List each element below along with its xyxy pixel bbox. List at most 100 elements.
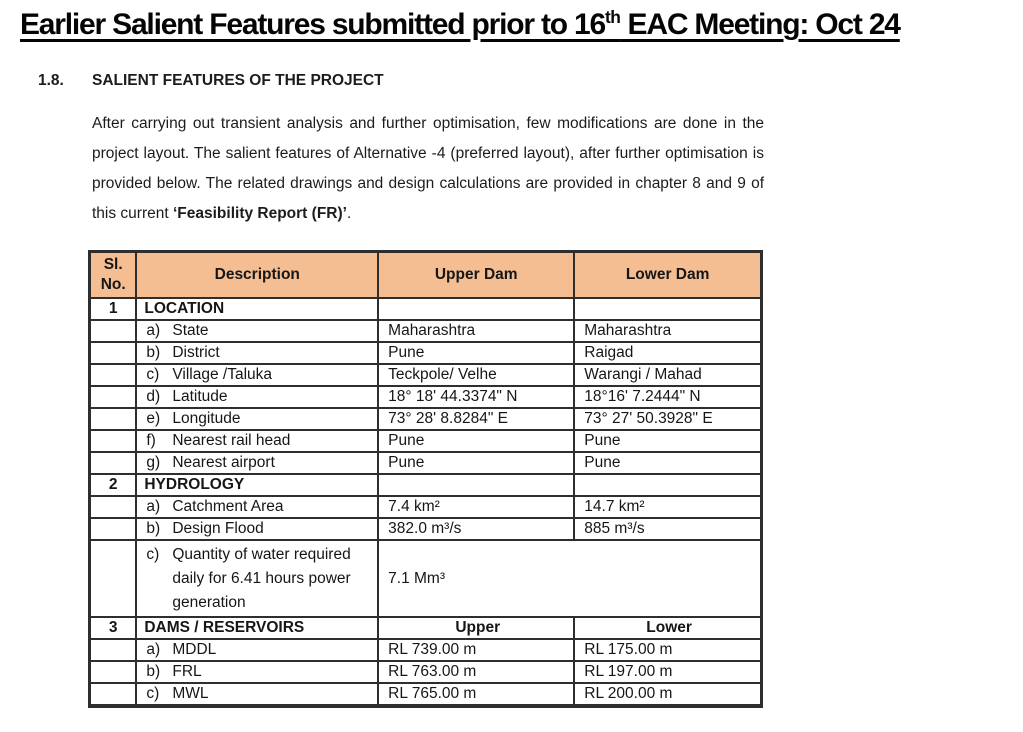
item-letter: c) [146,366,160,383]
table-header-row: Sl. No. Description Upper Dam Lower Dam [88,250,763,299]
description-wrap: d) Latitude [143,388,371,406]
item-label: MWL [172,685,209,702]
cell-description: DAMS / RESERVOIRS [135,616,380,640]
item-letter: b) [146,663,161,680]
cell-sl-no: 2 [88,473,138,497]
cell-upper-dam-value: Pune [377,429,576,453]
cell-sl-no: 1 [88,297,138,321]
item-label: Catchment Area [172,498,284,515]
item-letter: c) [146,685,160,702]
cell-sl-no: 3 [88,616,138,640]
cell-description: d) Latitude [135,385,380,409]
item-letter: g) [146,454,161,471]
salient-features-table: Sl. No. Description Upper Dam Lower Dam … [88,250,763,708]
cell-upper-dam-value: RL 739.00 m [377,638,576,662]
item-label: Nearest rail head [172,432,291,449]
section-number: 1.8. [38,72,64,89]
page-title-superscript: th [604,7,621,27]
cell-sl-no [88,363,138,387]
cell-sl-no [88,407,138,431]
item-label: Longitude [172,410,241,427]
item-letter: e) [146,410,161,427]
cell-lower-dam-value [573,297,763,321]
table-row: c) MWL RL 765.00 m RL 200.00 m [88,682,763,708]
cell-lower-dam-value: 73° 27' 50.3928" E [573,407,763,431]
intro-paragraph: After carrying out transient analysis an… [92,109,764,229]
cell-lower-dam-value: RL 175.00 m [573,638,763,662]
cell-upper-dam-value: 18° 18' 44.3374" N [377,385,576,409]
item-label: Design Flood [172,520,264,537]
header-cell-description: Description [135,250,380,299]
cell-sl-no [88,385,138,409]
table-row: 3 DAMS / RESERVOIRS Upper Lower [88,616,763,640]
cell-lower-dam-value: Maharashtra [573,319,763,343]
cell-upper-dam-value: Pune [377,341,576,365]
cell-upper-dam-value: Upper [377,616,576,640]
cell-lower-dam-value: 18°16' 7.2444" N [573,385,763,409]
table-row: e) Longitude 73° 28' 8.8284" E 73° 27' 50.3… [88,407,763,431]
table-row: b) District Pune Raigad [88,341,763,365]
cell-lower-dam-value: RL 200.00 m [573,682,763,708]
cell-upper-dam-value: Pune [377,451,576,475]
cell-description: b) FRL [135,660,380,684]
cell-description: a) State [135,319,380,343]
table-row: 1 LOCATION [88,297,763,321]
cell-sl-no [88,638,138,662]
cell-lower-dam-value: Warangi / Mahad [573,363,763,387]
cell-description: b) Design Flood [135,517,380,541]
description-wrap: a) MDDL [143,641,371,659]
description-wrap: e) Longitude [143,410,371,428]
item-label: Latitude [172,388,228,405]
item-letter: c) [146,546,160,563]
document-page: Earlier Salient Features submitted prior… [0,7,1023,732]
cell-sl-no [88,319,138,343]
cell-upper-dam-value: 382.0 m³/s [377,517,576,541]
cell-sl-no [88,682,138,708]
page-title-prefix: Earlier Salient Features submitted prior… [20,8,606,41]
cell-sl-no [88,495,138,519]
cell-description: g) Nearest airport [135,451,380,475]
page-title: Earlier Salient Features submitted prior… [20,7,1019,42]
cell-upper-dam-value: Maharashtra [377,319,576,343]
item-label: MDDL [172,641,217,658]
intro-paragraph-body: After carrying out transient analysis an… [92,115,764,222]
cell-upper-dam-value: 73° 28' 8.8284" E [377,407,576,431]
section-heading: SALIENT FEATURES OF THE PROJECT [92,72,384,89]
description-wrap: c) MWL [143,685,371,703]
cell-description: c) Village /Taluka [135,363,380,387]
description-wrap: f) Nearest rail head [143,432,371,450]
table-row: a) State Maharashtra Maharashtra [88,319,763,343]
table-row: f) Nearest rail head Pune Pune [88,429,763,453]
page-title-suffix: EAC Meeting: Oct 24 [620,8,901,41]
cell-description: b) District [135,341,380,365]
item-label: Village /Taluka [172,366,273,383]
cell-description: e) Longitude [135,407,380,431]
item-letter: a) [146,641,161,658]
cell-lower-dam-value: 885 m³/s [573,517,763,541]
table-row: b) FRL RL 763.00 m RL 197.00 m [88,660,763,684]
header-cell-upper-dam: Upper Dam [377,250,576,299]
cell-upper-dam-value: 7.1 Mm³ [377,539,763,618]
cell-upper-dam-value: RL 765.00 m [377,682,576,708]
description-wrap: g) Nearest airport [143,454,371,472]
table-row: d) Latitude 18° 18' 44.3374" N 18°16' 7.244… [88,385,763,409]
cell-sl-no [88,517,138,541]
cell-description: LOCATION [135,297,380,321]
table-row: g) Nearest airport Pune Pune [88,451,763,475]
item-label: Quantity of water required daily for 6.4… [172,546,351,611]
table-body: 1 LOCATION a) State Maharashtra Maharashtra b)… [88,297,763,708]
description-wrap: c) Village /Taluka [143,366,371,384]
paragraph-emphasis: ‘Feasibility Report (FR)’ [172,205,347,222]
cell-lower-dam-value: Pune [573,429,763,453]
item-label: State [172,322,209,339]
table-row: 2 HYDROLOGY [88,473,763,497]
cell-description: c) Quantity of water required daily for 6… [135,539,380,618]
cell-lower-dam-value: Lower [573,616,763,640]
item-letter: b) [146,520,161,537]
cell-lower-dam-value [573,473,763,497]
table-row: c) Village /Taluka Teckpole/ Velhe Warangi … [88,363,763,387]
cell-sl-no [88,429,138,453]
table-row: a) Catchment Area 7.4 km² 14.7 km² [88,495,763,519]
item-letter: d) [146,388,161,405]
cell-description: f) Nearest rail head [135,429,380,453]
